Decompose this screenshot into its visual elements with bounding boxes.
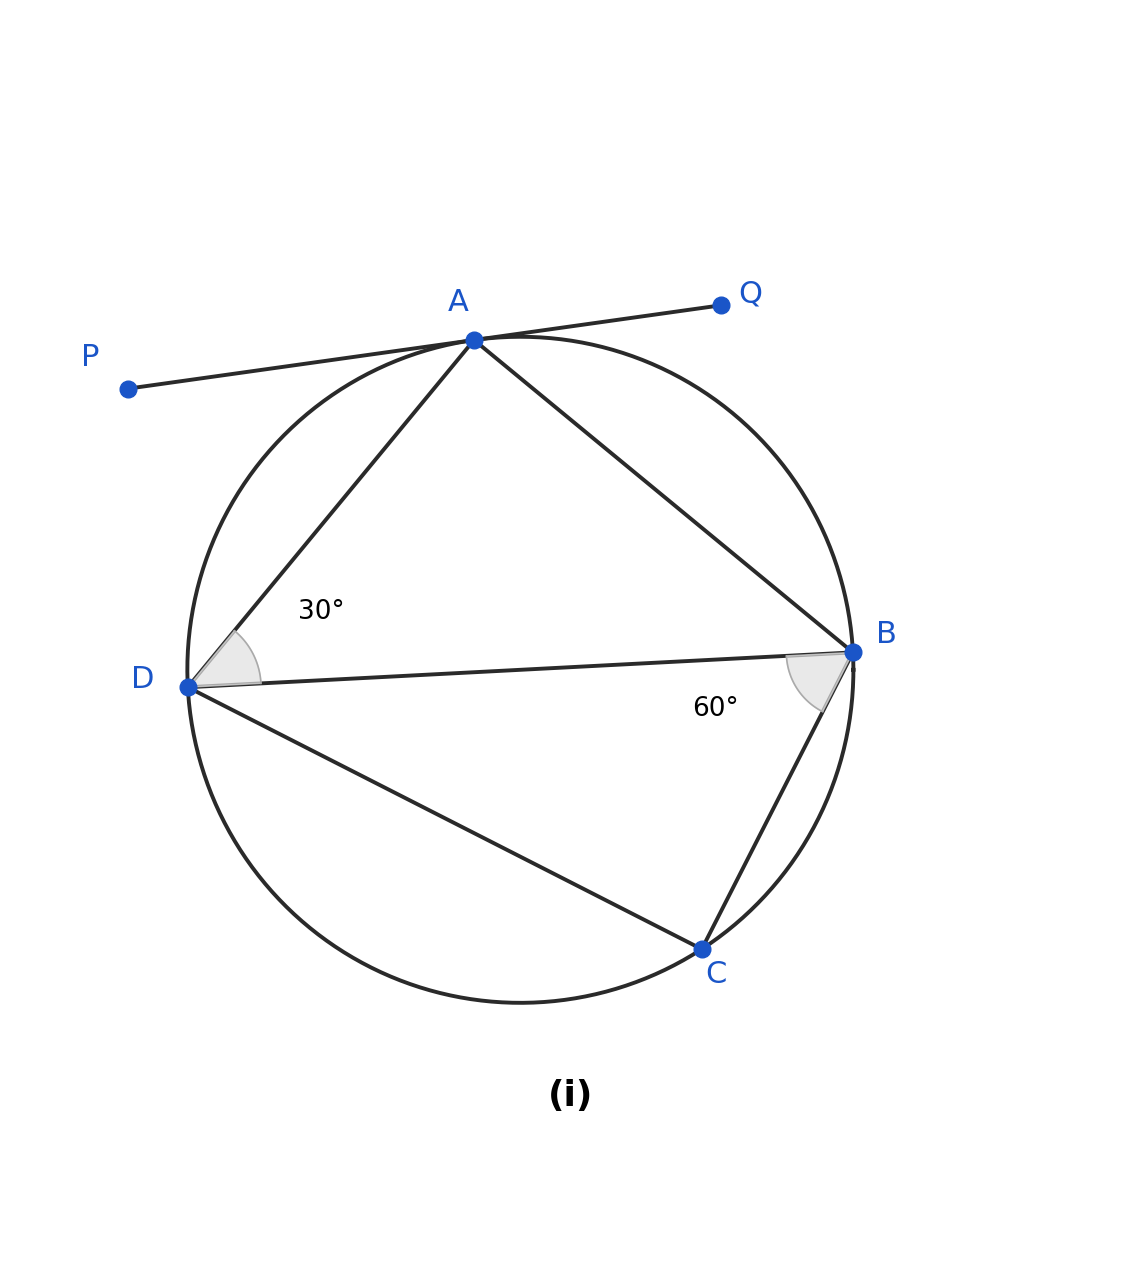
Text: C: C <box>705 960 726 989</box>
Text: 60°: 60° <box>692 697 738 722</box>
Polygon shape <box>787 652 853 712</box>
Text: B: B <box>877 620 897 649</box>
Text: (i): (i) <box>547 1079 593 1114</box>
Text: D: D <box>132 665 155 694</box>
Text: Q: Q <box>738 280 762 309</box>
Text: P: P <box>81 343 100 372</box>
Polygon shape <box>188 631 261 688</box>
Text: A: A <box>447 287 469 317</box>
Text: 30°: 30° <box>298 599 345 625</box>
